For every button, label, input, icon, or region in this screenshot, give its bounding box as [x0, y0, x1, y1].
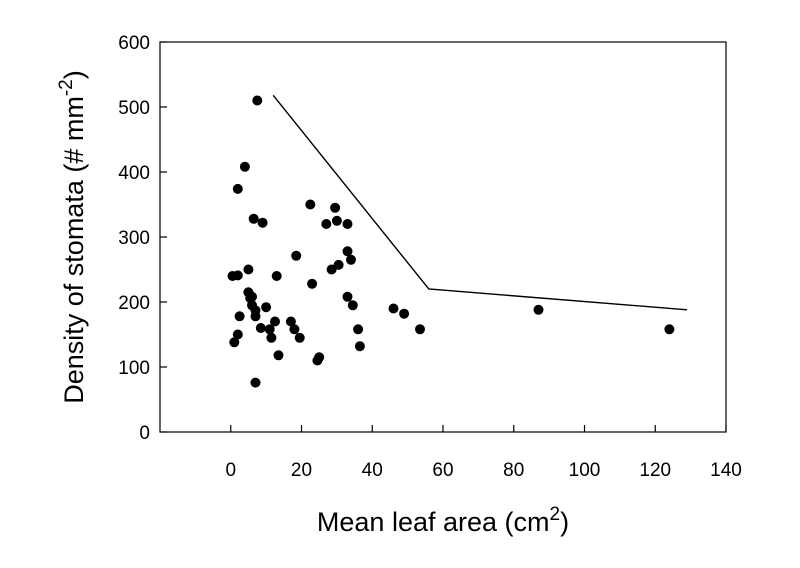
data-point — [252, 95, 263, 106]
data-point — [415, 324, 425, 335]
data-points — [227, 95, 675, 388]
data-point — [307, 278, 318, 289]
data-point — [271, 271, 282, 281]
data-point — [243, 264, 254, 275]
data-point — [257, 217, 268, 228]
x-tick-label: 40 — [362, 460, 383, 481]
y-tick-label: 500 — [118, 98, 150, 119]
y-tick-label: 300 — [118, 228, 150, 249]
data-point — [285, 316, 296, 327]
data-point — [388, 303, 399, 314]
data-point — [533, 304, 544, 315]
y-tick-label: 100 — [118, 358, 150, 379]
y-tick-label: 0 — [139, 423, 150, 444]
data-point — [353, 324, 364, 335]
y-tick-label: 400 — [118, 163, 150, 184]
data-point — [330, 202, 341, 213]
data-point — [273, 350, 284, 361]
data-point — [326, 264, 337, 275]
data-point — [250, 377, 261, 388]
y-tick-label: 600 — [118, 33, 150, 54]
data-point — [294, 332, 305, 343]
threshold-line — [272, 94, 688, 311]
data-point — [232, 270, 243, 281]
data-point — [247, 291, 257, 302]
data-point — [239, 161, 250, 172]
x-tick-label: 0 — [225, 460, 236, 481]
data-point — [305, 199, 316, 210]
data-point — [342, 291, 353, 302]
y-tick-label: 200 — [118, 293, 150, 314]
data-point — [321, 219, 332, 229]
data-point — [342, 246, 353, 257]
data-point — [229, 337, 240, 348]
data-point — [289, 324, 300, 335]
x-tick-label: 140 — [710, 460, 742, 481]
x-axis: 0 20 40 60 80 100 120 140 — [225, 425, 742, 481]
x-tick-label: 100 — [569, 460, 601, 481]
y-axis: 0 100 200 300 400 500 600 — [118, 33, 167, 444]
data-point — [232, 329, 243, 340]
data-point — [270, 316, 280, 327]
data-point — [347, 300, 358, 311]
data-point — [346, 254, 356, 265]
data-point — [331, 215, 342, 226]
data-point — [261, 302, 272, 313]
x-tick-label: 80 — [503, 460, 524, 481]
data-point — [266, 332, 277, 343]
data-point — [250, 311, 261, 322]
data-point — [248, 213, 259, 224]
data-point — [354, 341, 365, 352]
x-axis-title: Mean leaf area (cm2) — [317, 504, 569, 537]
data-point — [234, 311, 245, 322]
x-tick-label: 20 — [291, 460, 312, 481]
data-point — [664, 324, 675, 335]
data-point — [291, 250, 302, 261]
data-point — [312, 355, 323, 366]
data-point — [255, 323, 266, 333]
x-tick-label: 120 — [639, 460, 671, 481]
data-point — [232, 183, 243, 194]
plot-frame — [159, 41, 727, 433]
y-axis-title: Density of stomata (# mm-2) — [56, 70, 89, 404]
data-point — [342, 219, 353, 229]
series-line — [272, 94, 688, 311]
data-point — [264, 324, 275, 335]
x-tick-label: 60 — [432, 460, 453, 481]
data-point — [399, 308, 410, 319]
